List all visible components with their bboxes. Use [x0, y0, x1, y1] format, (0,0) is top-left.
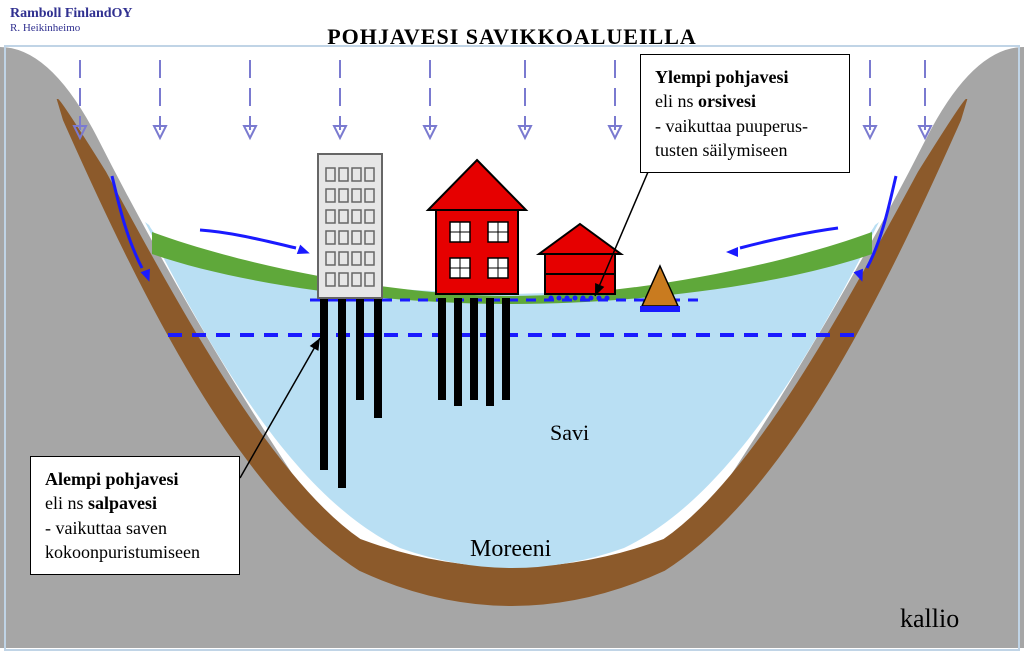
diagram-stage: Ramboll FinlandOY R. Heikinheimo POHJAVE… — [0, 0, 1024, 669]
lower-note-l2: eli ns salpavesi — [45, 491, 225, 515]
moreeni-label: Moreeni — [470, 536, 551, 563]
savi-label: Savi — [550, 420, 589, 446]
lower-note-l4: kokoonpuristumiseen — [45, 540, 225, 564]
upper-note-box: Ylempi pohjavesi eli ns orsivesi - vaiku… — [640, 54, 850, 173]
upper-note-l3: - vaikuttaa puuperus- — [655, 114, 835, 138]
upper-note-l2: eli ns orsivesi — [655, 89, 835, 113]
kallio-label: kallio — [900, 604, 959, 634]
upper-note-l1: Ylempi pohjavesi — [655, 65, 835, 89]
lower-note-l3: - vaikuttaa saven — [45, 516, 225, 540]
upper-note-l4: tusten säilymiseen — [655, 138, 835, 162]
lower-note-box: Alempi pohjavesi eli ns salpavesi - vaik… — [30, 456, 240, 575]
lower-note-l1: Alempi pohjavesi — [45, 467, 225, 491]
